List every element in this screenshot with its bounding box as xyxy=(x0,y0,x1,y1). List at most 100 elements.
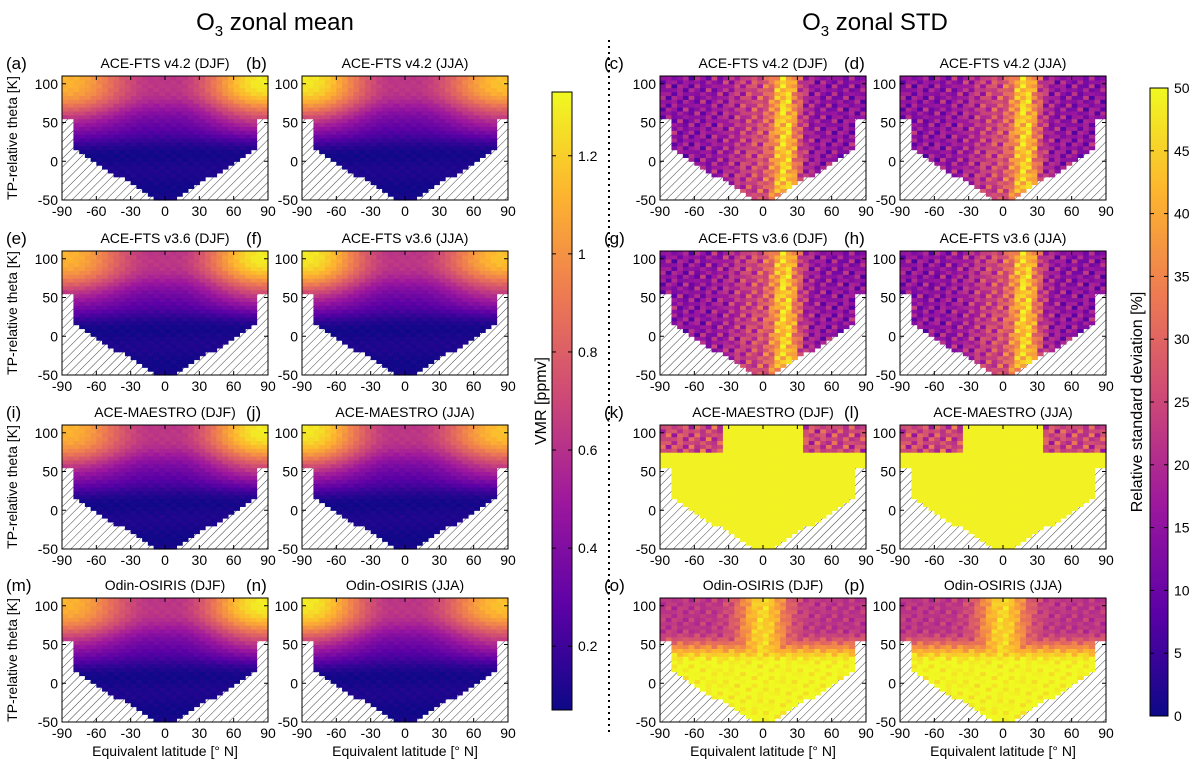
heatmap-cell xyxy=(1009,130,1015,134)
heatmap-cell xyxy=(371,270,377,274)
heatmap-cell xyxy=(428,169,434,173)
heatmap-cell xyxy=(689,115,695,119)
heatmap-cell xyxy=(239,138,245,142)
heatmap-cell xyxy=(165,111,171,115)
heatmap-cell xyxy=(1020,123,1026,127)
heatmap-cell xyxy=(1066,126,1072,130)
heatmap-cell xyxy=(102,340,108,344)
heatmap-cell xyxy=(96,88,102,92)
heatmap-cell xyxy=(826,126,832,130)
heatmap-cell xyxy=(1043,130,1049,134)
heatmap-cell xyxy=(342,138,348,142)
heatmap-cell xyxy=(325,259,331,263)
heatmap-cell xyxy=(205,150,211,154)
heatmap-cell xyxy=(331,157,337,161)
heatmap-cell xyxy=(376,119,382,123)
heatmap-cell xyxy=(62,92,68,96)
heatmap-cell xyxy=(411,119,417,123)
heatmap-cell xyxy=(188,301,194,305)
heatmap-cell xyxy=(980,130,986,134)
heatmap-cell xyxy=(462,142,468,146)
heatmap-cell xyxy=(752,126,758,130)
heatmap-cell xyxy=(803,138,809,142)
heatmap-cell xyxy=(774,177,780,181)
heatmap-cell xyxy=(963,111,969,115)
heatmap-cell xyxy=(211,332,217,336)
heatmap-cell xyxy=(832,142,838,146)
heatmap-cell xyxy=(422,138,428,142)
heatmap-cell xyxy=(354,126,360,130)
heatmap-cell xyxy=(416,99,422,103)
heatmap-cell xyxy=(125,329,131,333)
heatmap-cell xyxy=(211,165,217,169)
heatmap-cell xyxy=(826,99,832,103)
heatmap-cell xyxy=(102,255,108,259)
heatmap-cell xyxy=(769,80,775,84)
heatmap-cell xyxy=(171,356,177,360)
heatmap-cell xyxy=(245,76,251,80)
heatmap-cell xyxy=(154,352,160,356)
heatmap-cell xyxy=(1060,92,1066,96)
heatmap-cell xyxy=(125,286,131,290)
heatmap-cell xyxy=(79,115,85,119)
heatmap-cell xyxy=(797,84,803,88)
heatmap-cell xyxy=(660,111,666,115)
heatmap-cell xyxy=(148,154,154,158)
heatmap-cell xyxy=(217,274,223,278)
heatmap-cell xyxy=(217,325,223,329)
heatmap-cell xyxy=(85,123,91,127)
heatmap-cell xyxy=(217,88,223,92)
heatmap-cell xyxy=(797,161,803,165)
heatmap-cell xyxy=(188,286,194,290)
heatmap-cell xyxy=(479,80,485,84)
heatmap-cell xyxy=(1049,92,1055,96)
heatmap-cell xyxy=(148,305,154,309)
heatmap-cell xyxy=(131,99,137,103)
x-tick-label: -90 xyxy=(292,203,312,219)
heatmap-cell xyxy=(439,165,445,169)
heatmap-cell xyxy=(439,169,445,173)
heatmap-cell xyxy=(342,282,348,286)
heatmap-cell xyxy=(957,173,963,177)
heatmap-cell xyxy=(1095,80,1101,84)
heatmap-cell xyxy=(62,274,68,278)
heatmap-cell xyxy=(342,267,348,271)
heatmap-cell xyxy=(439,76,445,80)
heatmap-cell xyxy=(359,123,365,127)
heatmap-cell xyxy=(171,367,177,371)
panel-tag: (c) xyxy=(604,54,624,73)
heatmap-cell xyxy=(131,115,137,119)
heatmap-cell xyxy=(154,301,160,305)
heatmap-cell xyxy=(974,115,980,119)
heatmap-cell xyxy=(194,321,200,325)
heatmap-cell xyxy=(245,95,251,99)
heatmap-cell xyxy=(797,76,803,80)
heatmap-cell xyxy=(91,138,97,142)
heatmap-cell xyxy=(257,263,263,267)
heatmap-cell xyxy=(73,115,79,119)
heatmap-cell xyxy=(694,95,700,99)
heatmap-cell xyxy=(176,267,182,271)
heatmap-cell xyxy=(1003,103,1009,107)
heatmap-cell xyxy=(136,290,142,294)
heatmap-cell xyxy=(411,146,417,150)
heatmap-cell xyxy=(171,270,177,274)
heatmap-cell xyxy=(786,80,792,84)
heatmap-cell xyxy=(992,134,998,138)
heatmap-cell xyxy=(706,76,712,80)
heatmap-cell xyxy=(934,130,940,134)
heatmap-cell xyxy=(96,146,102,150)
heatmap-cell xyxy=(165,363,171,367)
heatmap-cell xyxy=(234,301,240,305)
heatmap-cell xyxy=(792,138,798,142)
heatmap-cell xyxy=(376,123,382,127)
heatmap-cell xyxy=(394,150,400,154)
heatmap-cell xyxy=(700,154,706,158)
heatmap-cell xyxy=(228,84,234,88)
heatmap-cell xyxy=(740,154,746,158)
heatmap-cell xyxy=(96,134,102,138)
heatmap-cell xyxy=(85,278,91,282)
heatmap-cell xyxy=(940,130,946,134)
heatmap-cell xyxy=(119,278,125,282)
heatmap-cell xyxy=(159,360,165,364)
